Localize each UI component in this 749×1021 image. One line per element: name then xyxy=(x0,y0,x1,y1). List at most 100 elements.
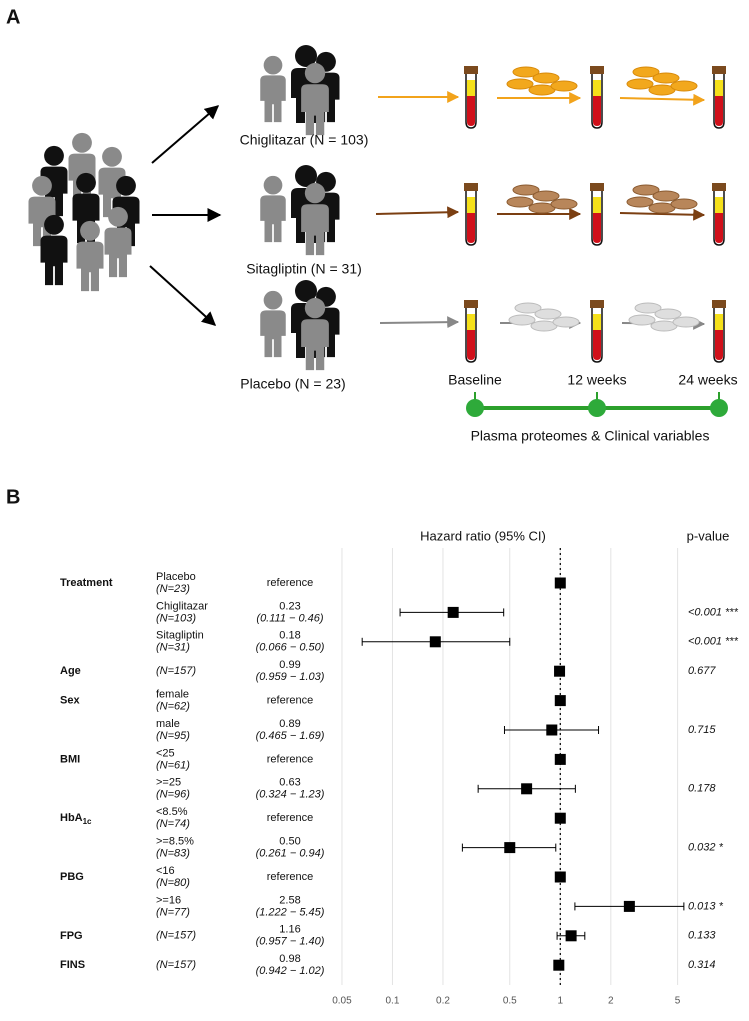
timeline xyxy=(466,392,728,417)
p-value: 0.715 xyxy=(688,724,716,736)
level-label: >=8.5% xyxy=(156,836,194,848)
level-label: >=25 xyxy=(156,777,181,789)
x-tick-label: 2 xyxy=(608,996,614,1007)
header: Hazard ratio (95% CI) xyxy=(420,528,546,543)
timeline-caption: Plasma proteomes & Clinical variables xyxy=(471,428,710,444)
n-label: (N=77) xyxy=(156,906,190,918)
header: p-value xyxy=(687,528,730,543)
timepoint-label: Baseline xyxy=(448,372,502,388)
estimate-marker xyxy=(546,724,558,736)
level-label: >=16 xyxy=(156,894,181,906)
level-label: male xyxy=(156,718,180,730)
ci-label: (0.942 − 1.02) xyxy=(256,965,325,977)
ci-label: (0.324 − 1.23) xyxy=(256,789,325,801)
group-label: Sitagliptin (N = 31) xyxy=(246,261,362,277)
estimate-marker xyxy=(553,959,565,971)
x-tick-label: 0.1 xyxy=(386,996,400,1007)
n-label: (N=74) xyxy=(156,818,190,830)
estimate-marker xyxy=(623,900,635,912)
n-label: (N=83) xyxy=(156,848,190,860)
variable-name: Age xyxy=(60,665,81,677)
n-label: (N=95) xyxy=(156,730,190,742)
timepoint-label: 12 weeks xyxy=(567,372,626,388)
x-tick-label: 0.2 xyxy=(436,996,450,1007)
x-tick-label: 1 xyxy=(558,996,564,1007)
panel-label: A xyxy=(6,6,20,28)
group-label: Placebo (N = 23) xyxy=(240,376,345,392)
variable-label: FPG xyxy=(60,930,83,942)
n-label: (N=31) xyxy=(156,642,190,654)
variable-label: FINS xyxy=(60,959,85,971)
p-value: 0.032 * xyxy=(688,842,724,854)
n-label: (N=61) xyxy=(156,759,190,771)
estimate-label: 1.16 xyxy=(279,924,300,936)
level-label: Placebo xyxy=(156,571,196,583)
level-label: <25 xyxy=(156,747,175,759)
crowd xyxy=(28,132,140,292)
estimate-marker xyxy=(447,606,459,618)
estimate-label: reference xyxy=(267,753,313,765)
estimate-label: 0.63 xyxy=(279,777,300,789)
ci-label: (0.957 − 1.40) xyxy=(256,936,325,948)
variable-label: Age xyxy=(60,665,81,677)
estimate-label: 0.99 xyxy=(279,659,300,671)
n-label: (N=157) xyxy=(156,665,196,677)
n-label: (N=157) xyxy=(156,959,196,971)
estimate-marker xyxy=(554,665,566,677)
arrows xyxy=(149,105,222,326)
variable-subscript: 1c xyxy=(83,817,92,826)
n-label: (N=80) xyxy=(156,877,190,889)
n-label: (N=23) xyxy=(156,583,190,595)
estimate-marker xyxy=(554,812,566,824)
estimate-label: 2.58 xyxy=(279,894,300,906)
p-value: 0.677 xyxy=(688,665,716,677)
estimate-label: 0.18 xyxy=(279,630,300,642)
variable-name: Sex xyxy=(60,695,80,707)
level-label: <8.5% xyxy=(156,806,188,818)
ci-label: (0.261 − 0.94) xyxy=(256,848,325,860)
estimate-marker xyxy=(554,753,566,765)
p-value: 0.178 xyxy=(688,783,716,795)
n-label: (N=96) xyxy=(156,789,190,801)
estimate-label: 0.23 xyxy=(279,600,300,612)
p-value: <0.001 *** xyxy=(688,606,739,618)
panel-label: B xyxy=(6,486,20,508)
estimate-label: reference xyxy=(267,812,313,824)
estimate-label: reference xyxy=(267,871,313,883)
variable-name: BMI xyxy=(60,753,80,765)
estimate-marker xyxy=(554,577,566,589)
level-label: Sitagliptin xyxy=(156,630,204,642)
n-label: (N=62) xyxy=(156,701,190,713)
n-label: (N=103) xyxy=(156,612,196,624)
group-label: Chiglitazar (N = 103) xyxy=(240,132,369,148)
level-label: <16 xyxy=(156,865,175,877)
forest-plot: 0.05 0.1 0.2 0.5 1 2 5 Treatment Placebo(N=23) re… xyxy=(60,548,739,1007)
variable-name: Treatment xyxy=(60,577,113,589)
variable-name: FPG xyxy=(60,930,83,942)
estimate-marker xyxy=(554,695,566,707)
variable-label: BMI xyxy=(60,753,80,765)
ci-label: (0.959 − 1.03) xyxy=(256,671,325,683)
p-value: <0.001 *** xyxy=(688,636,739,648)
estimate-marker xyxy=(521,783,533,795)
timepoint-label: 24 weeks xyxy=(678,372,737,388)
variable-label: Treatment xyxy=(60,577,113,589)
ci-label: (1.222 − 5.45) xyxy=(256,906,325,918)
level-label: Chiglitazar xyxy=(156,600,208,612)
variable-label: PBG xyxy=(60,871,84,883)
estimate-label: 0.98 xyxy=(279,953,300,965)
x-tick-label: 0.5 xyxy=(503,996,517,1007)
n-label: (N=157) xyxy=(156,930,196,942)
estimate-label: 0.50 xyxy=(279,836,300,848)
p-value: 0.314 xyxy=(688,959,716,971)
group-icons xyxy=(260,45,340,371)
estimate-marker xyxy=(504,842,516,854)
ci-label: (0.111 − 0.46) xyxy=(256,612,324,624)
estimate-marker xyxy=(429,636,441,648)
x-tick-label: 0.05 xyxy=(332,996,352,1007)
pills xyxy=(506,66,700,332)
estimate-label: reference xyxy=(267,577,313,589)
estimate-marker xyxy=(554,871,566,883)
estimate-label: 0.89 xyxy=(279,718,300,730)
